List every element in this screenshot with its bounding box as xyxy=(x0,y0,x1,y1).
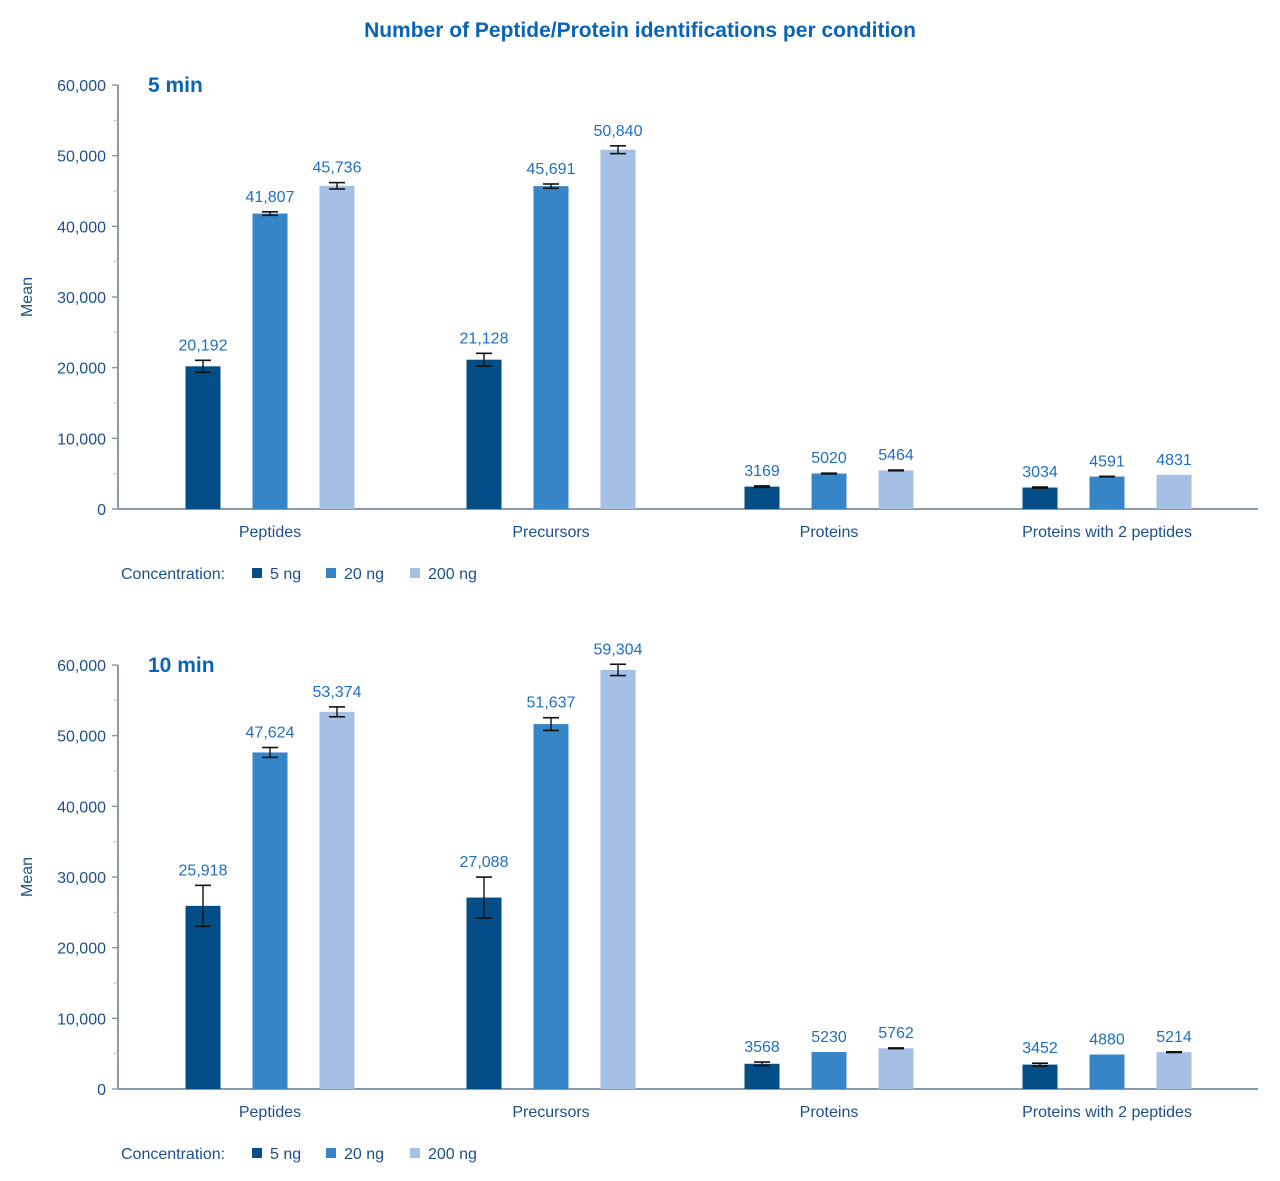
y-tick-label: 10,000 xyxy=(57,431,106,448)
y-tick-label: 40,000 xyxy=(57,219,106,236)
bar xyxy=(1156,1052,1192,1089)
bar xyxy=(744,1063,780,1089)
bar xyxy=(1089,1054,1125,1089)
y-tick-label: 0 xyxy=(97,502,106,519)
bar xyxy=(533,724,569,1089)
legend-label: 200 ng xyxy=(428,1146,477,1163)
legend-label: 5 ng xyxy=(270,1146,301,1163)
x-category-label: Proteins with 2 peptides xyxy=(1022,1104,1192,1121)
legend-title: Concentration: xyxy=(121,1146,225,1163)
legend-swatch xyxy=(326,568,336,578)
plot-area: 0 10,000 20,000 30,000 40,000 50,000 60,000 Mea… xyxy=(19,74,1258,583)
chart-5min: 0 10,000 20,000 30,000 40,000 50,000 60,000 Mea… xyxy=(19,74,1258,583)
bar xyxy=(319,185,355,509)
data-label: 4880 xyxy=(1089,1032,1125,1049)
data-label: 3568 xyxy=(744,1039,780,1056)
legend-label: 200 ng xyxy=(428,566,477,583)
legend-swatch xyxy=(252,1148,262,1158)
y-tick-label: 20,000 xyxy=(57,361,106,378)
data-label: 50,840 xyxy=(594,123,643,140)
y-tick-label: 40,000 xyxy=(57,799,106,816)
legend-label: 20 ng xyxy=(344,1146,384,1163)
chart-10min: 0 10,000 20,000 30,000 40,000 50,000 60,000 Mea… xyxy=(19,641,1258,1163)
data-label: 3169 xyxy=(744,463,780,480)
bar xyxy=(1022,1064,1058,1089)
y-tick-label: 50,000 xyxy=(57,149,106,166)
data-label: 25,918 xyxy=(179,862,228,879)
data-label: 45,691 xyxy=(527,161,576,178)
bar xyxy=(1089,476,1125,509)
legend-label: 20 ng xyxy=(344,566,384,583)
data-label: 5020 xyxy=(811,450,847,467)
bar xyxy=(811,473,847,509)
data-label: 59,304 xyxy=(594,641,643,658)
bar xyxy=(252,213,288,509)
legend-title: Concentration: xyxy=(121,566,225,583)
data-label: 4831 xyxy=(1156,452,1192,469)
y-tick-label: 30,000 xyxy=(57,870,106,887)
bar xyxy=(811,1052,847,1089)
data-label: 53,374 xyxy=(313,684,362,701)
x-category-label: Proteins xyxy=(800,524,859,541)
y-axis-label: Mean xyxy=(19,857,36,897)
data-label: 21,128 xyxy=(460,330,509,347)
legend-swatch xyxy=(326,1148,336,1158)
legend-swatch xyxy=(252,568,262,578)
y-tick-label: 20,000 xyxy=(57,941,106,958)
bar xyxy=(185,366,221,509)
x-category-label: Precursors xyxy=(512,1104,589,1121)
x-category-label: Proteins with 2 peptides xyxy=(1022,524,1192,541)
data-label: 41,807 xyxy=(246,189,295,206)
data-label: 5762 xyxy=(878,1025,914,1042)
y-tick-label: 0 xyxy=(97,1082,106,1099)
legend-swatch xyxy=(410,1148,420,1158)
legend-swatch xyxy=(410,568,420,578)
data-label: 51,637 xyxy=(527,695,576,712)
panel-title: 5 min xyxy=(148,74,203,97)
data-label: 3034 xyxy=(1022,464,1058,481)
legend: Concentration: 5 ng 20 ng 200 ng xyxy=(121,1146,477,1163)
y-axis-label: Mean xyxy=(19,277,36,317)
x-category-label: Proteins xyxy=(800,1104,859,1121)
bar xyxy=(878,1048,914,1089)
data-label: 4591 xyxy=(1089,453,1125,470)
data-label: 27,088 xyxy=(460,854,509,871)
bar xyxy=(878,470,914,509)
data-label: 47,624 xyxy=(246,725,295,742)
legend: Concentration: 5 ng 20 ng 200 ng xyxy=(121,566,477,583)
bar xyxy=(1022,487,1058,509)
y-tick-label: 30,000 xyxy=(57,290,106,307)
data-label: 5230 xyxy=(811,1029,847,1046)
data-label: 45,736 xyxy=(313,160,362,177)
y-tick-label: 50,000 xyxy=(57,729,106,746)
legend-label: 5 ng xyxy=(270,566,301,583)
bar xyxy=(600,669,636,1089)
bar xyxy=(185,905,221,1089)
y-tick-label: 60,000 xyxy=(57,78,106,95)
panel-title: 10 min xyxy=(148,654,215,677)
x-category-label: Precursors xyxy=(512,524,589,541)
bar xyxy=(533,186,569,509)
y-tick-label: 10,000 xyxy=(57,1011,106,1028)
y-tick-label: 60,000 xyxy=(57,658,106,675)
bar xyxy=(319,711,355,1089)
plot-area: 0 10,000 20,000 30,000 40,000 50,000 60,000 Mea… xyxy=(19,641,1258,1163)
data-label: 3452 xyxy=(1022,1040,1058,1057)
main-title: Number of Peptide/Protein identification… xyxy=(364,19,916,42)
data-label: 20,192 xyxy=(179,337,228,354)
bar xyxy=(252,752,288,1089)
bar xyxy=(1156,474,1192,509)
data-label: 5214 xyxy=(1156,1029,1192,1046)
bar xyxy=(744,486,780,509)
bar xyxy=(600,149,636,510)
bar xyxy=(466,359,502,509)
bar xyxy=(466,897,502,1089)
data-label: 5464 xyxy=(878,447,914,464)
x-category-label: Peptides xyxy=(239,524,301,541)
x-category-label: Peptides xyxy=(239,1104,301,1121)
